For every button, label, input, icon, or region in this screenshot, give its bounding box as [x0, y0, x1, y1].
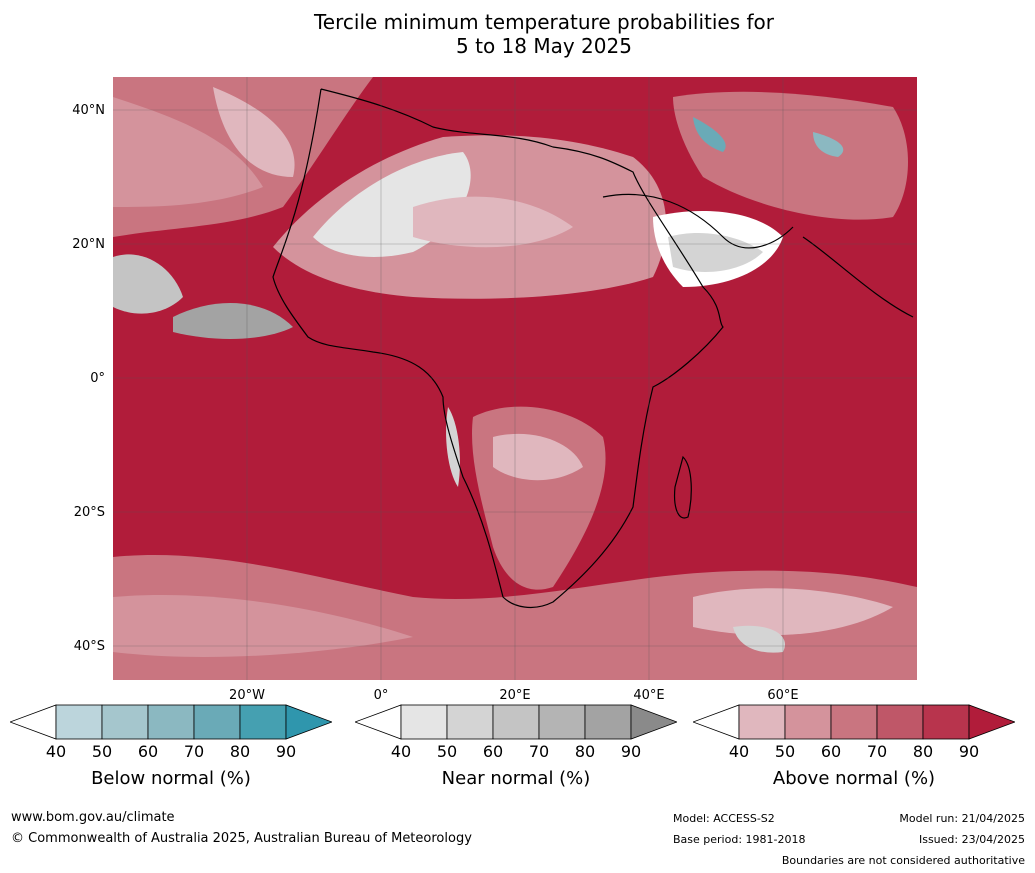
lon-label-60e: 60°E [767, 688, 799, 703]
near-colorbar-segment [492, 704, 540, 740]
website-link[interactable]: www.bom.gov.au/climate [11, 810, 175, 825]
west-grey-patch-2 [173, 303, 293, 339]
below-colorbar-min-extend [10, 704, 57, 740]
above-colorbar-tick: 80 [912, 742, 934, 761]
near-colorbar-segment [538, 704, 586, 740]
sahara-pale-zone [413, 196, 573, 248]
title-line-1: Tercile minimum temperature probabilitie… [313, 10, 775, 34]
below-colorbar-max-extend [285, 704, 332, 740]
arabia-grey-zone [668, 232, 763, 272]
lat-label-0: 0° [90, 371, 105, 386]
below-normal-patch [693, 117, 726, 152]
west-grey-patch [113, 254, 183, 314]
lat-label-40s: 40°S [73, 639, 105, 654]
lat-label-40n: 40°N [72, 103, 105, 118]
above-normal-label: Above normal (%) [772, 768, 936, 789]
near-colorbar-tick: 50 [436, 742, 458, 761]
above-colorbar-segment [876, 704, 924, 740]
lon-label-20e: 20°E [499, 688, 531, 703]
below-colorbar-tick: 50 [91, 742, 113, 761]
below-normal-patch-2 [813, 132, 844, 157]
near-colorbar-tick: 90 [620, 742, 642, 761]
below-colorbar-tick: 40 [45, 742, 67, 761]
above-colorbar-tick: 90 [958, 742, 980, 761]
disclaimer-text: Boundaries are not considered authoritat… [781, 854, 1025, 867]
lat-label-20s: 20°S [73, 505, 105, 520]
above-colorbar-segment [830, 704, 878, 740]
southern-ocean-pale-zone [693, 588, 893, 636]
above-normal-colorbar [693, 704, 1015, 740]
lon-label-40e: 40°E [633, 688, 665, 703]
near-colorbar-tick: 70 [528, 742, 550, 761]
near-normal-label: Near normal (%) [441, 768, 591, 789]
southern-africa-pale-zone [493, 433, 583, 481]
above-colorbar-tick: 40 [728, 742, 750, 761]
below-colorbar-tick: 60 [137, 742, 159, 761]
north-atlantic-pale-zone [213, 87, 295, 177]
above-colorbar-max-extend [968, 704, 1015, 740]
lon-label-0: 0° [373, 688, 389, 703]
north-atlantic-light-zone [113, 97, 263, 207]
below-colorbar-segment [101, 704, 149, 740]
model-run-text: Model run: 21/04/2025 [899, 812, 1025, 825]
above-colorbar-tick: 70 [866, 742, 888, 761]
above-colorbar-tick: 60 [820, 742, 842, 761]
near-colorbar-max-extend [630, 704, 677, 740]
above-colorbar-segment [784, 704, 832, 740]
below-colorbar-tick: 90 [275, 742, 297, 761]
middle-east-zone [673, 91, 908, 220]
near-colorbar-tick: 60 [482, 742, 504, 761]
copyright-text: © Commonwealth of Australia 2025, Austra… [11, 831, 472, 846]
below-colorbar-segment [193, 704, 241, 740]
below-normal-colorbar [10, 704, 332, 740]
graticule [113, 77, 917, 680]
near-normal-colorbar [355, 704, 677, 740]
near-colorbar-segment [400, 704, 448, 740]
near-colorbar-tick: 80 [574, 742, 596, 761]
above-colorbar-min-extend [693, 704, 740, 740]
below-colorbar-tick: 70 [183, 742, 205, 761]
near-colorbar-tick: 40 [390, 742, 412, 761]
issued-text: Issued: 23/04/2025 [918, 833, 1025, 846]
lat-label-20n: 20°N [72, 237, 105, 252]
probability-map [113, 77, 917, 680]
model-text: Model: ACCESS-S2 [673, 812, 775, 825]
near-colorbar-min-extend [355, 704, 402, 740]
below-normal-label: Below normal (%) [91, 768, 251, 789]
chart-title: Tercile minimum temperature probabilitie… [0, 10, 1035, 58]
below-colorbar-segment [147, 704, 195, 740]
base-period-text: Base period: 1981-2018 [673, 833, 806, 846]
below-colorbar-tick: 80 [229, 742, 251, 761]
above-colorbar-segment [922, 704, 970, 740]
near-colorbar-segment [584, 704, 632, 740]
below-colorbar-segment [239, 704, 287, 740]
southern-ocean-light-zone [113, 595, 413, 657]
coastlines [272, 88, 914, 609]
above-colorbar-segment [738, 704, 786, 740]
title-line-2: 5 to 18 May 2025 [456, 34, 632, 58]
above-colorbar-tick: 50 [774, 742, 796, 761]
near-colorbar-segment [446, 704, 494, 740]
below-colorbar-segment [55, 704, 103, 740]
lon-label-20w: 20°W [229, 688, 265, 703]
